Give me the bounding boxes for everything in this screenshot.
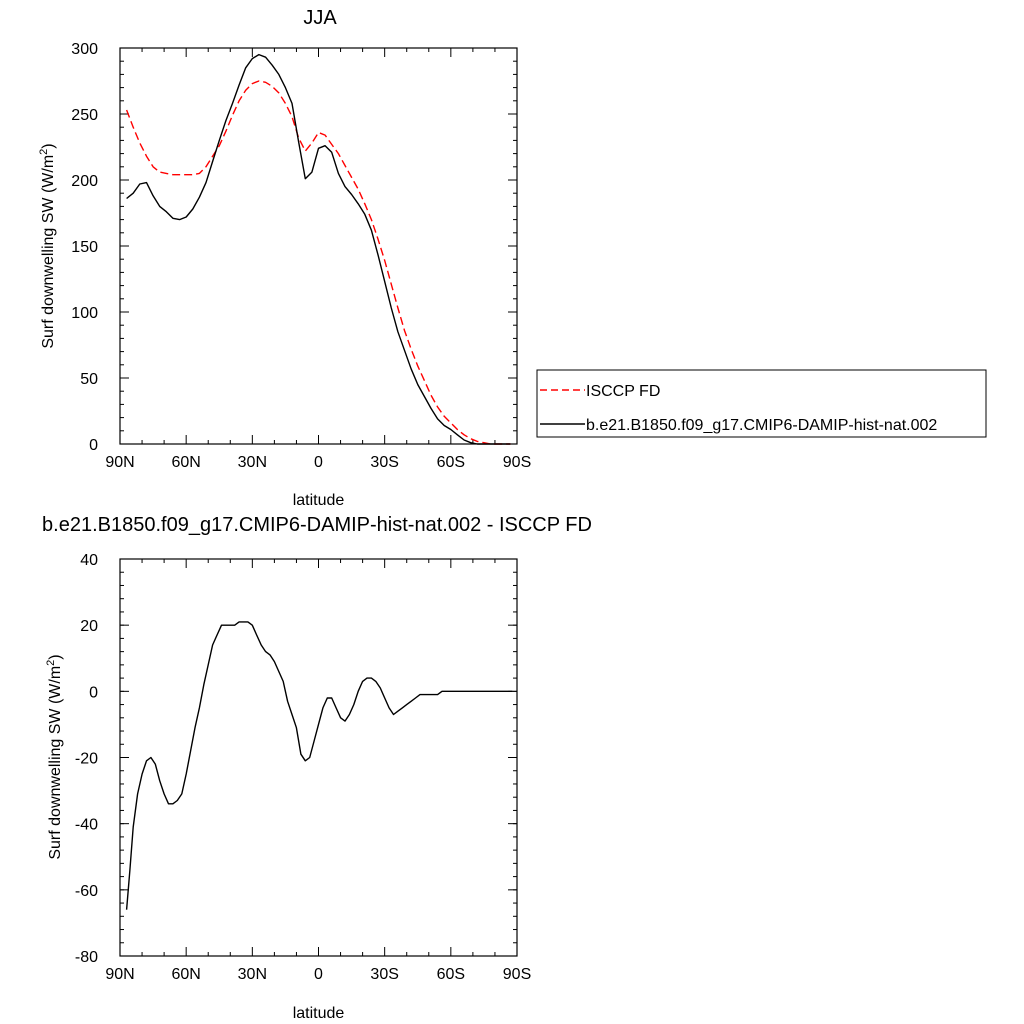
y-tick-label: 100 (71, 305, 98, 322)
plot-layer: 90N 60N 30N 0 30S 60S 90S 0 50 100 150 200 250 300 (71, 41, 531, 471)
x-tick-label: 0 (314, 966, 323, 983)
y-tick-label: -60 (75, 883, 98, 900)
legend-label-model: b.e21.B1850.f09_g17.CMIP6-DAMIP-hist-nat… (586, 417, 937, 434)
y-tick-label: 20 (80, 618, 98, 635)
y-tick-label: 300 (71, 41, 98, 58)
x-axis-title: latitude (293, 492, 345, 509)
x-tick-label: 90N (105, 966, 134, 983)
y-tick-label: -40 (75, 817, 98, 834)
x-tick-label: 60N (171, 454, 200, 471)
x-tick-label: 60S (437, 966, 465, 983)
y-tick-label: 250 (71, 107, 98, 124)
y-tick-label: -80 (75, 949, 98, 966)
y-axis-title: Surf downwelling SW (W/m2) (38, 143, 57, 348)
y-axis-title: Surf downwelling SW (W/m2) (45, 654, 64, 859)
chart-title: b.e21.B1850.f09_g17.CMIP6-DAMIP-hist-nat… (42, 514, 592, 536)
legend: ISCCP FD b.e21.B1850.f09_g17.CMIP6-DAMIP… (536, 369, 987, 438)
y-tick-label: 0 (89, 437, 98, 454)
x-tick-label: 30S (370, 966, 398, 983)
plot-frame (119, 47, 518, 445)
y-tick-label: 0 (89, 684, 98, 701)
x-tick-label: 30N (238, 966, 267, 983)
x-tick-label: 30N (238, 454, 267, 471)
series-line-isccp (125, 80, 511, 445)
x-tick-label: 0 (314, 454, 323, 471)
chart-title: JJA (303, 7, 337, 29)
x-tick-label: 90S (503, 966, 531, 983)
plot-layer: 90N 60N 30N 0 30S 60S 90S -80 -60 -40 -20 0 20 40 (75, 552, 531, 983)
plot-frame (119, 558, 518, 957)
y-tick-label: 150 (71, 239, 98, 256)
y-tick-label: 40 (80, 552, 98, 569)
x-tick-label: 60S (437, 454, 465, 471)
legend-box (536, 369, 987, 438)
series-line-model (126, 53, 511, 445)
y-tick-label: -20 (75, 751, 98, 768)
chart-panel-top: JJA 90N 60N 30N 0 30S 60S 90S 0 50 100 150 200 250 30… (38, 7, 531, 509)
series-line-model (125, 621, 513, 910)
x-tick-label: 60N (171, 966, 200, 983)
x-tick-label: 90S (503, 454, 531, 471)
chart-panel-bottom: b.e21.B1850.f09_g17.CMIP6-DAMIP-hist-nat… (42, 514, 592, 1022)
y-tick-label: 50 (80, 371, 98, 388)
y-tick-label: 200 (71, 173, 98, 190)
x-tick-label: 30S (370, 454, 398, 471)
x-axis-title: latitude (293, 1005, 345, 1022)
legend-label-isccp: ISCCP FD (586, 383, 660, 400)
x-tick-label: 90N (105, 454, 134, 471)
